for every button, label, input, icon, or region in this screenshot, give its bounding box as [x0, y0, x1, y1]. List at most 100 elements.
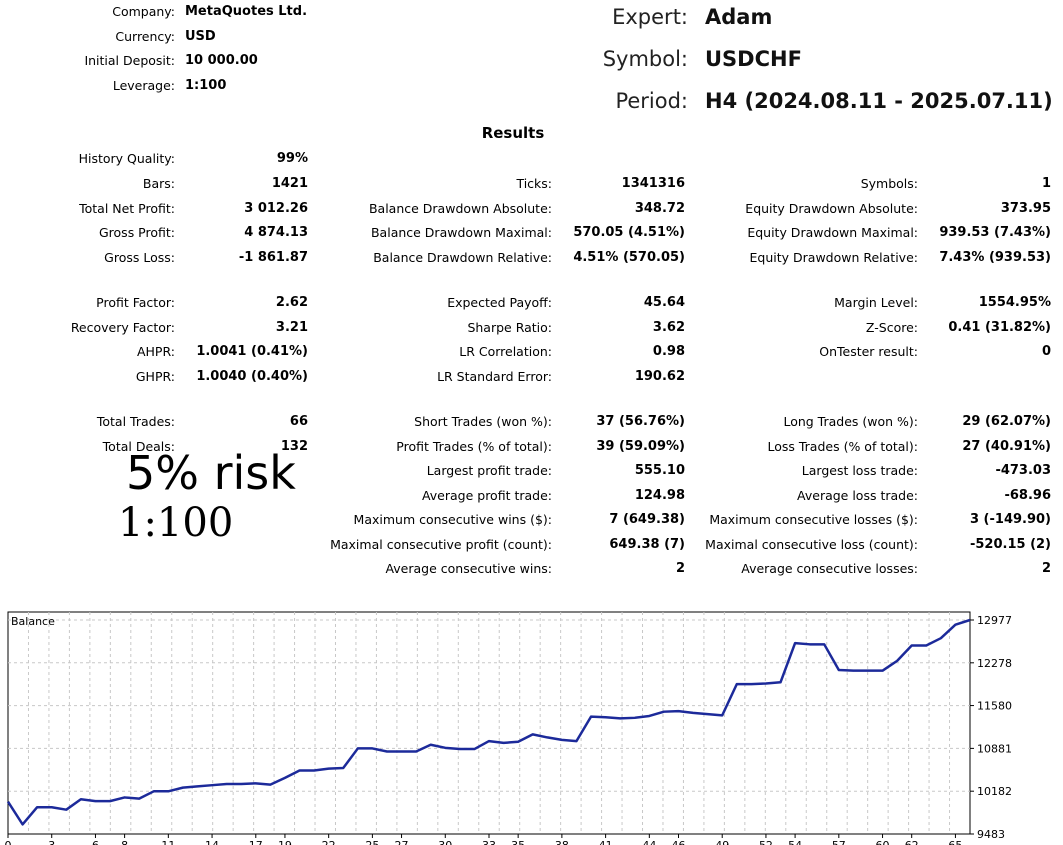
header-label: Company: [112, 4, 175, 19]
stat-value: 3 012.26 [244, 201, 308, 216]
stat-label: Balance Drawdown Relative: [373, 250, 552, 265]
stat-value: 45.64 [643, 295, 685, 310]
stat-value: 37 (56.76%) [596, 414, 685, 429]
x-tick-label: 22 [322, 839, 336, 845]
stat-label: Average consecutive wins: [385, 561, 552, 576]
stat-value: 0.98 [652, 344, 685, 359]
header-label: Period: [615, 89, 688, 113]
stat-label: Bars: [142, 176, 175, 191]
header-label: Leverage: [112, 78, 175, 93]
stat-label: Largest profit trade: [426, 463, 552, 478]
x-tick-label: 65 [948, 839, 962, 845]
x-tick-label: 8 [121, 839, 128, 845]
header-value: MetaQuotes Ltd. [185, 4, 308, 19]
stat-label: Loss Trades (% of total): [767, 439, 918, 454]
stat-label: Sharpe Ratio: [467, 320, 552, 335]
y-tick-label: 10182 [977, 785, 1012, 798]
stat-value: 2 [675, 561, 685, 576]
header-value: USDCHF [705, 47, 802, 71]
x-tick-label: 41 [599, 839, 613, 845]
stat-label: Maximal consecutive profit (count): [330, 537, 552, 552]
stat-label: History Quality: [78, 151, 175, 166]
stat-label: AHPR: [136, 344, 175, 359]
stat-value: -520.15 (2) [969, 537, 1051, 552]
stat-value: 2 [1041, 561, 1051, 576]
header-value: H4 (2024.08.11 - 2025.07.11) [705, 89, 1053, 113]
stat-value: 190.62 [634, 369, 685, 384]
stat-value: 4 874.13 [244, 225, 308, 240]
y-tick-label: 12977 [977, 614, 1012, 627]
header-label: Expert: [612, 5, 688, 29]
stat-value: 373.95 [1000, 201, 1051, 216]
stat-label: GHPR: [135, 369, 175, 384]
x-tick-label: 52 [759, 839, 773, 845]
stat-value: 1.0040 (0.40%) [196, 369, 308, 384]
x-tick-label: 38 [555, 839, 569, 845]
x-tick-label: 60 [876, 839, 890, 845]
stat-value: -473.03 [995, 463, 1051, 478]
stat-label: Symbols: [860, 176, 918, 191]
stat-value: 3.62 [652, 320, 685, 335]
stat-label: Equity Drawdown Absolute: [745, 201, 918, 216]
header-value: 10 000.00 [185, 53, 258, 68]
y-tick-label: 11580 [977, 700, 1012, 713]
stat-value: 66 [289, 414, 308, 429]
x-tick-label: 54 [788, 839, 802, 845]
x-tick-label: 6 [92, 839, 99, 845]
stat-label: Total Trades: [96, 414, 175, 429]
stat-label: Expected Payoff: [447, 295, 552, 310]
risk-note: 5% risk [126, 446, 296, 500]
x-tick-label: 33 [482, 839, 496, 845]
stat-value: 3.21 [275, 320, 308, 335]
stat-label: Maximal consecutive loss (count): [705, 537, 918, 552]
stat-value: 39 (59.09%) [596, 439, 685, 454]
x-tick-label: 17 [249, 839, 263, 845]
stat-value: 939.53 (7.43%) [939, 225, 1051, 240]
x-tick-label: 62 [905, 839, 919, 845]
balance-line [6, 618, 971, 826]
x-tick-label: 3 [48, 839, 55, 845]
x-tick-label: 46 [671, 839, 685, 845]
y-tick-label: 10881 [977, 742, 1012, 755]
x-tick-label: 49 [715, 839, 729, 845]
chart-title: Balance [11, 615, 55, 628]
stat-value: 2.62 [275, 295, 308, 310]
stat-label: Ticks: [516, 176, 552, 191]
stat-value: 29 (62.07%) [962, 414, 1051, 429]
y-tick-label: 12278 [977, 657, 1012, 670]
stat-value: 3 (-149.90) [969, 512, 1051, 527]
stat-label: Average consecutive losses: [741, 561, 918, 576]
stat-value: 99% [276, 151, 308, 166]
x-tick-label: 0 [5, 839, 12, 845]
stat-value: 1.0041 (0.41%) [196, 344, 308, 359]
y-tick-label: 9483 [977, 828, 1005, 841]
x-tick-label: 30 [438, 839, 452, 845]
stat-label: Balance Drawdown Absolute: [368, 201, 552, 216]
header-value: USD [185, 29, 216, 44]
stat-value: 0 [1041, 344, 1051, 359]
stat-value: 124.98 [634, 488, 685, 503]
stat-label: Total Deals: [102, 439, 175, 454]
stat-value: 1 [1041, 176, 1051, 191]
stat-label: Average loss trade: [797, 488, 918, 503]
stat-value: 570.05 (4.51%) [573, 225, 685, 240]
stat-label: Short Trades (won %): [414, 414, 552, 429]
stat-label: Maximum consecutive losses ($): [709, 512, 918, 527]
stat-label: Margin Level: [834, 295, 918, 310]
stat-label: LR Correlation: [459, 344, 552, 359]
header-value: 1:100 [185, 78, 227, 93]
stat-value: 1421 [271, 176, 308, 191]
header-value: Adam [705, 5, 773, 29]
leverage-note: 1:100 [118, 500, 234, 546]
x-tick-label: 57 [832, 839, 846, 845]
header-label: Initial Deposit: [84, 53, 175, 68]
x-tick-label: 25 [365, 839, 379, 845]
stat-label: Z-Score: [865, 320, 918, 335]
stat-value: 1341316 [621, 176, 685, 191]
stat-label: Equity Drawdown Relative: [749, 250, 918, 265]
stat-value: 7 (649.38) [609, 512, 685, 527]
stat-value: 1554.95% [978, 295, 1051, 310]
x-tick-label: 14 [205, 839, 219, 845]
stat-value: 7.43% (939.53) [939, 250, 1051, 265]
stat-value: 4.51% (570.05) [573, 250, 685, 265]
